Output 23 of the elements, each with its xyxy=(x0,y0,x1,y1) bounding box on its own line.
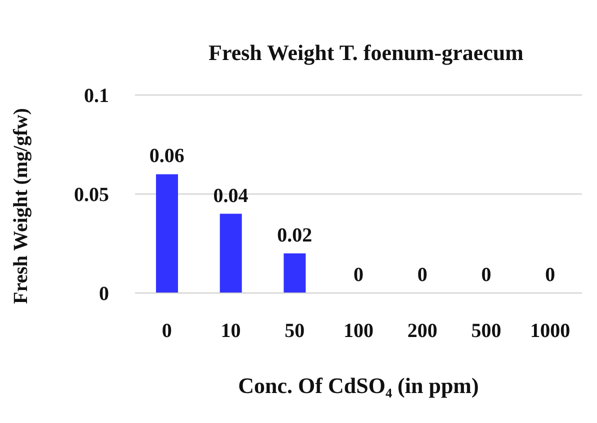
y-axis-title: Fresh Weight (mg/gfw) xyxy=(10,108,32,304)
data-label: 0 xyxy=(354,264,364,286)
x-axis-title: Conc. Of CdSO₄ (in ppm) xyxy=(238,373,479,398)
y-tick-label: 0.05 xyxy=(74,184,109,206)
chart-title: Fresh Weight T. foenum-graecum xyxy=(208,40,524,66)
x-tick-label: 1000 xyxy=(530,320,570,342)
x-tick-label: 500 xyxy=(471,320,502,342)
bar xyxy=(220,214,242,293)
x-tick-label: 50 xyxy=(284,320,305,342)
data-label: 0.04 xyxy=(213,184,248,207)
data-label: 0 xyxy=(545,264,556,286)
data-label: 0.02 xyxy=(277,224,312,246)
data-label: 0.06 xyxy=(149,145,184,168)
bar xyxy=(156,174,178,293)
x-tick-label: 10 xyxy=(220,320,241,342)
bar xyxy=(284,253,306,293)
data-label: 0 xyxy=(417,264,428,286)
data-label: 0 xyxy=(481,264,492,286)
x-tick-label: 200 xyxy=(407,320,438,342)
y-tick-label: 0 xyxy=(99,283,109,306)
y-tick-label: 0.1 xyxy=(84,85,109,108)
x-tick-label: 100 xyxy=(344,320,374,342)
x-tick-label: 0 xyxy=(162,320,172,342)
